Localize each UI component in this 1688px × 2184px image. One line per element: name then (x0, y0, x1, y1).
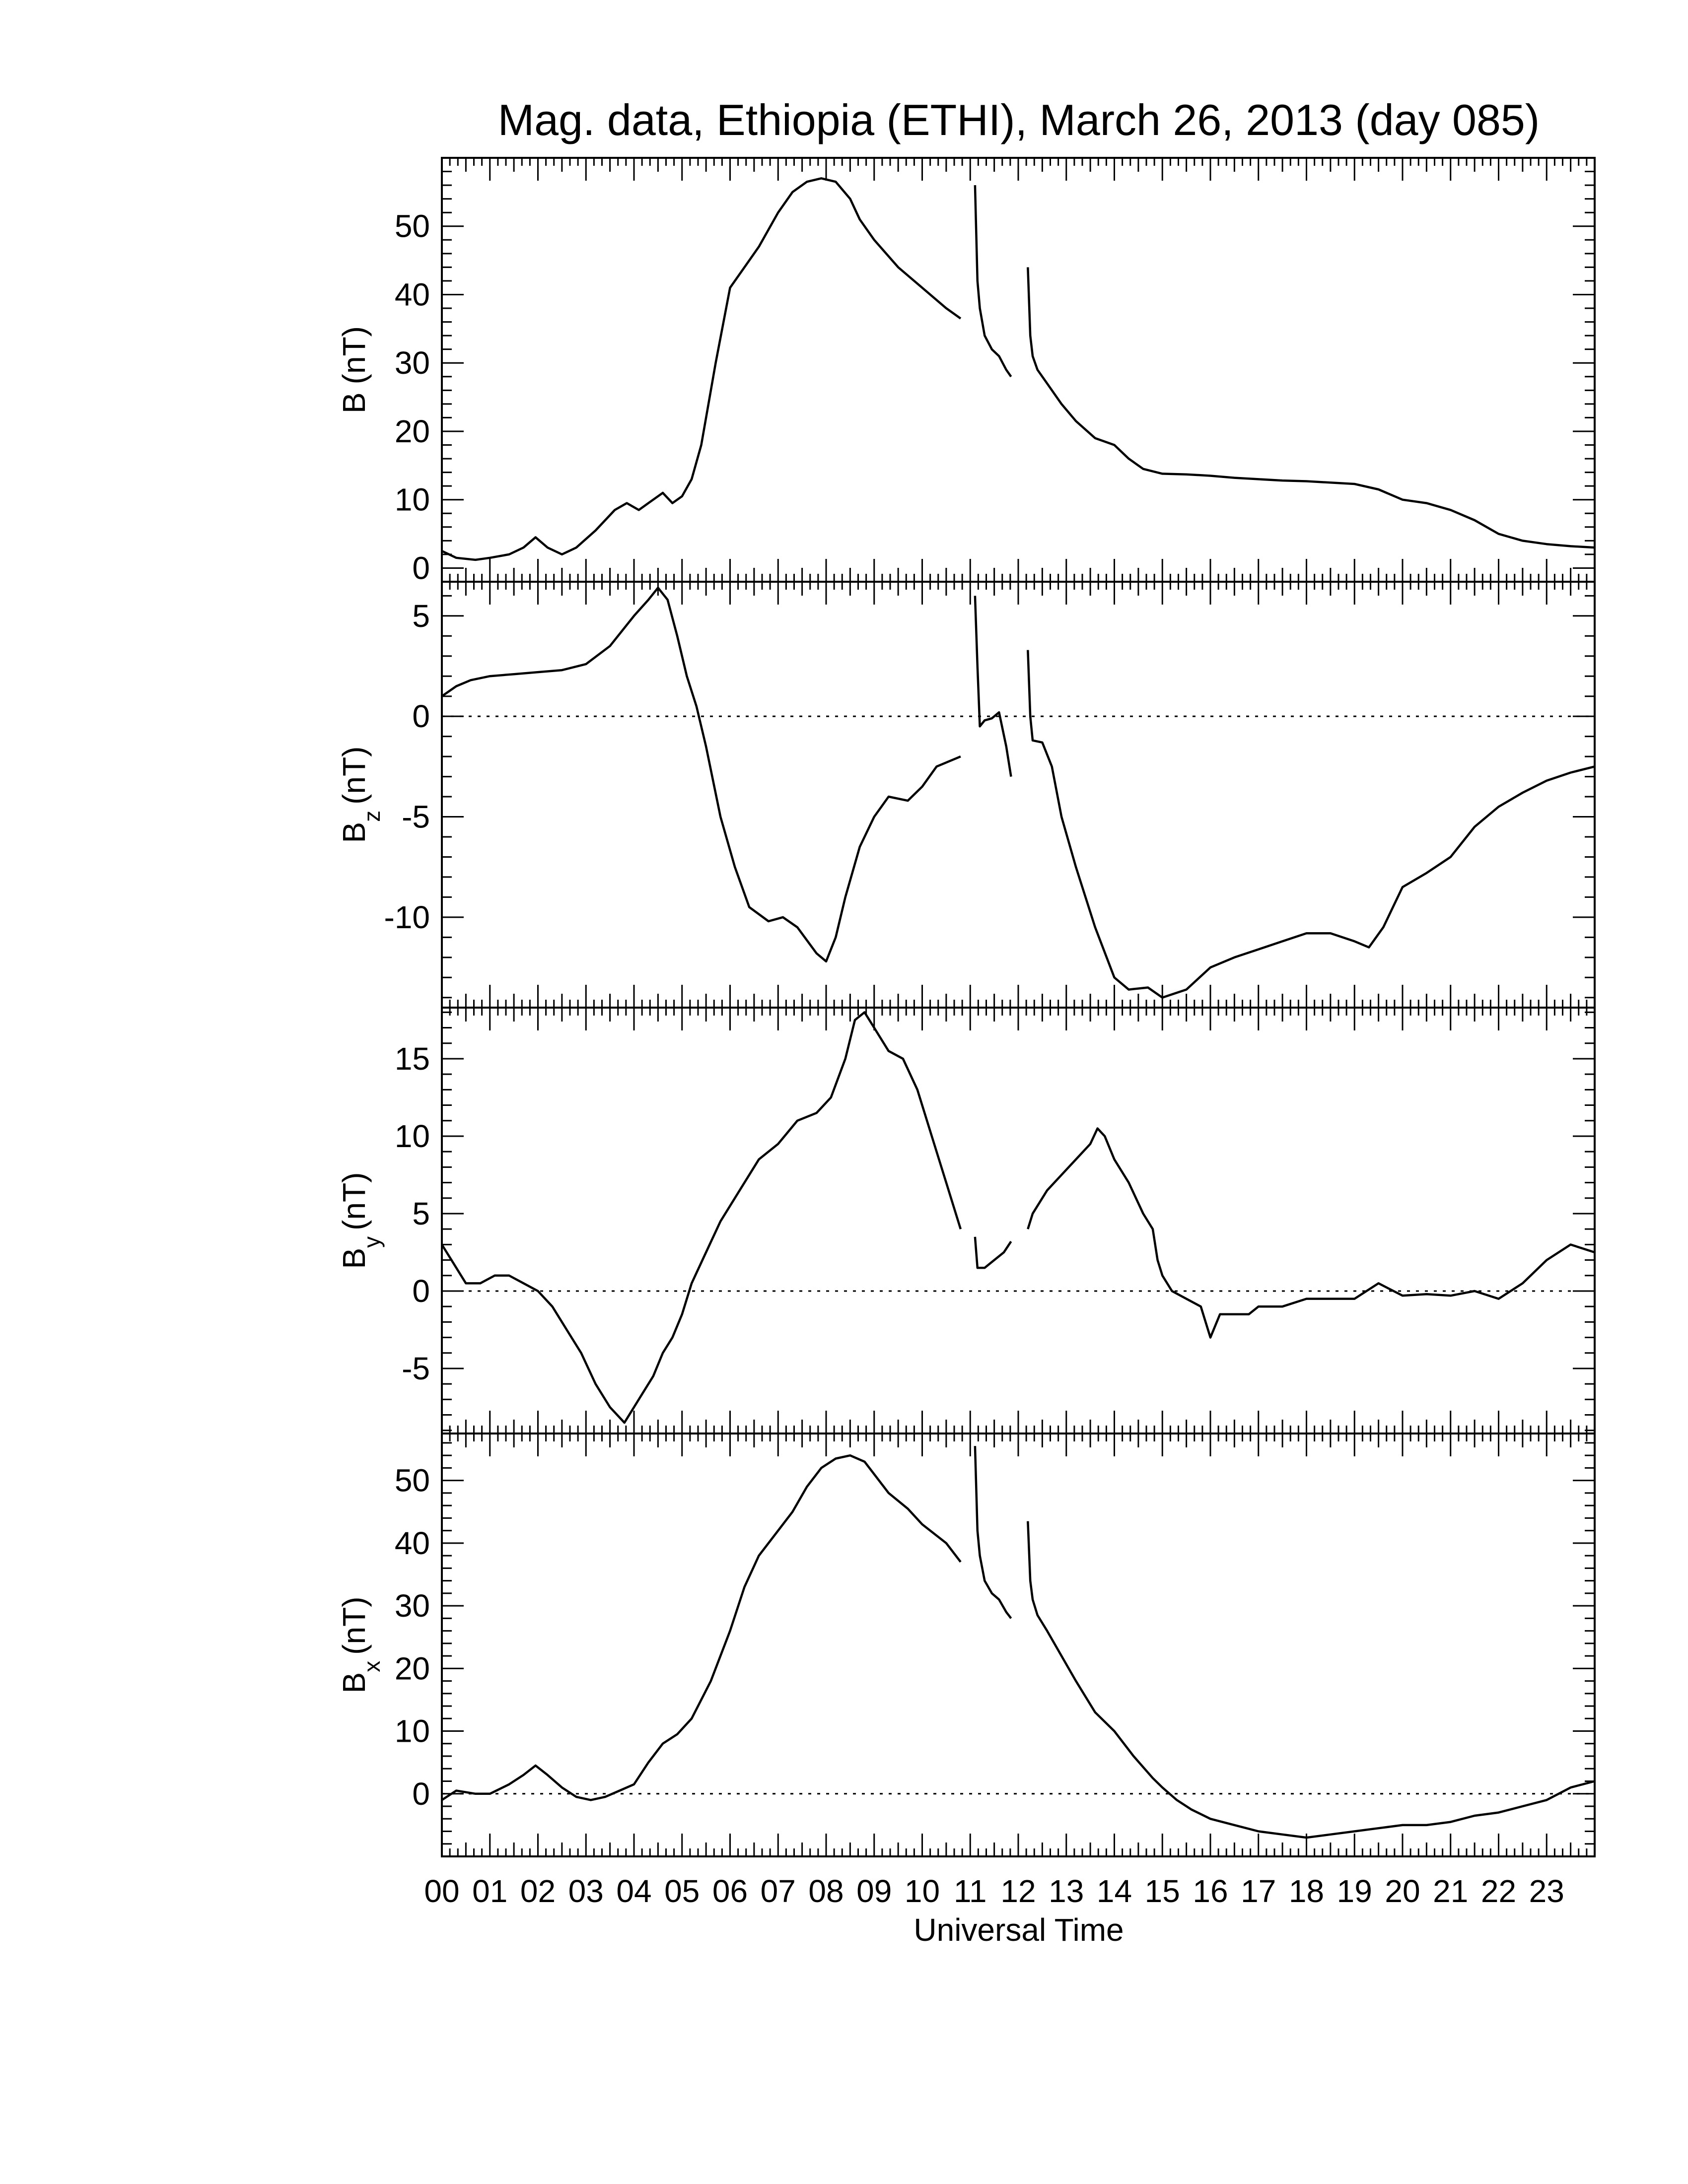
data-series-segment-2 (974, 185, 1012, 378)
y-tick-label: -5 (402, 799, 430, 835)
y-tick-label: -5 (402, 1351, 430, 1386)
x-tick-label: 07 (761, 1873, 796, 1909)
x-tick-label: 12 (1000, 1873, 1036, 1909)
y-axis-title-base: B (336, 1672, 372, 1694)
data-series-segment-1 (441, 1011, 962, 1424)
chart-title: Mag. data, Ethiopia (ETHI), March 26, 20… (498, 95, 1540, 144)
y-axis-title: Bx (nT) (336, 1597, 385, 1694)
x-tick-label: 06 (712, 1873, 748, 1909)
y-tick-label: 15 (395, 1041, 430, 1077)
y-tick-label: 10 (395, 1118, 430, 1154)
y-tick-label: 0 (412, 1273, 430, 1309)
data-series-segment-2 (974, 596, 1012, 777)
x-tick-label: 01 (472, 1873, 507, 1909)
y-tick-label: 10 (395, 1713, 430, 1749)
y-axis-title: Bz (nT) (336, 747, 385, 843)
y-tick-label: 40 (395, 1525, 430, 1561)
x-axis: 00 01 02 03 04 05 06 07 08 09 10 11 12 13 14 15 16 17 18 19… (424, 1873, 1564, 1909)
data-series-segment-2 (974, 1446, 1012, 1619)
panel-2: -10 -5 0 5 Bz (nT) (336, 581, 1596, 1009)
x-tick-label: 10 (905, 1873, 940, 1909)
x-tick-label: 22 (1481, 1873, 1516, 1909)
y-tick-label: -10 (384, 899, 430, 935)
data-series-segment-1 (441, 177, 962, 561)
x-tick-label: 13 (1049, 1873, 1084, 1909)
x-tick-label: 08 (808, 1873, 844, 1909)
x-axis-title: Universal Time (914, 1912, 1124, 1948)
x-tick-label: 23 (1529, 1873, 1564, 1909)
x-tick-label: 20 (1385, 1873, 1420, 1909)
data-series-segment-2 (974, 1236, 1012, 1269)
x-tick-label: 02 (520, 1873, 556, 1909)
y-tick-label: 30 (395, 345, 430, 381)
x-tick-label: 04 (616, 1873, 651, 1909)
y-tick-label: 5 (412, 598, 430, 634)
data-series-segment-3 (1027, 650, 1595, 999)
y-tick-label: 5 (412, 1196, 430, 1231)
x-tick-label: 21 (1433, 1873, 1468, 1909)
data-series-segment-3 (1027, 1127, 1595, 1339)
x-tick-label: 00 (424, 1873, 459, 1909)
x-tick-label: 15 (1145, 1873, 1180, 1909)
y-axis-title-base: B (336, 822, 372, 843)
x-tick-label: 11 (954, 1873, 986, 1909)
y-axis-title-base: B (336, 1248, 372, 1269)
y-tick-label: 20 (395, 413, 430, 449)
y-tick-label: 0 (412, 1776, 430, 1812)
x-tick-label: 03 (568, 1873, 604, 1909)
y-axis-title-unit: (nT) (336, 1172, 372, 1230)
x-tick-label: 14 (1097, 1873, 1132, 1909)
y-tick-label: 20 (395, 1650, 430, 1686)
y-tick-label: 30 (395, 1588, 430, 1624)
y-axis-title-unit: (nT) (336, 747, 372, 805)
x-tick-label: 17 (1241, 1873, 1276, 1909)
y-axis-title: B (nT) (336, 326, 372, 413)
panel-1: 0 10 20 30 40 50 B (nT) (336, 157, 1596, 586)
y-tick-label: 50 (395, 1463, 430, 1499)
data-series-segment-1 (441, 586, 961, 963)
y-axis-title-subscript: x (359, 1661, 385, 1672)
x-tick-label: 09 (856, 1873, 892, 1909)
y-axis-title-unit: (nT) (336, 1597, 372, 1655)
x-tick-label: 16 (1193, 1873, 1228, 1909)
panels: 0 10 20 30 40 50 B (nT) -10 -5 0 5 Bz (nT) -5 0 5 10 15 By (… (336, 157, 1596, 1857)
y-axis-title-unit: (nT) (336, 326, 372, 384)
data-series-segment-3 (1027, 1521, 1595, 1839)
x-tick-label: 18 (1289, 1873, 1324, 1909)
data-series-segment-3 (1027, 267, 1595, 549)
y-tick-label: 0 (412, 698, 430, 734)
y-tick-label: 0 (412, 550, 430, 586)
y-axis-title-subscript: y (359, 1236, 385, 1248)
x-tick-label: 05 (664, 1873, 700, 1909)
y-axis-title-base: B (336, 392, 372, 413)
x-tick-label: 19 (1337, 1873, 1372, 1909)
y-tick-label: 50 (395, 208, 430, 244)
y-tick-label: 10 (395, 482, 430, 518)
panel-4: 0 10 20 30 40 50 Bx (nT) (336, 1433, 1596, 1857)
y-tick-label: 40 (395, 276, 430, 312)
y-axis-title: By (nT) (336, 1172, 385, 1269)
y-axis-title-subscript: z (359, 811, 385, 822)
data-series-segment-1 (441, 1454, 962, 1801)
